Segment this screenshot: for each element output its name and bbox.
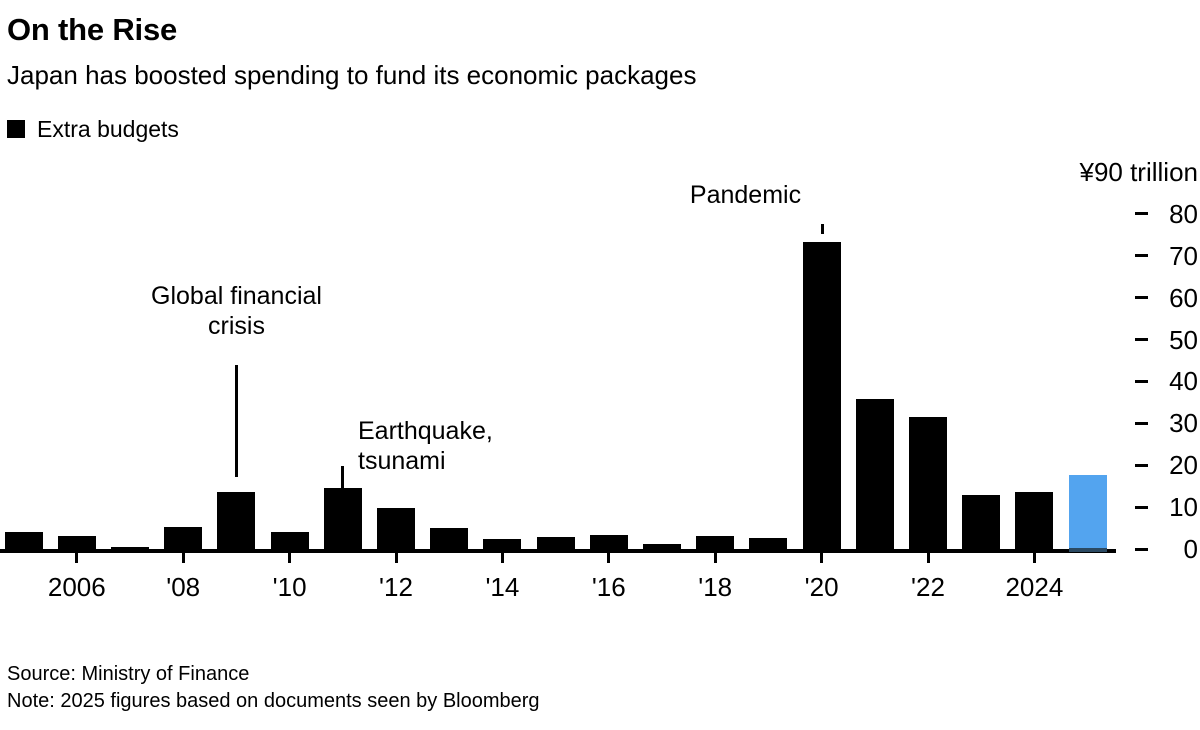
bar-2008 [164,526,203,553]
x-tick-label: 2006 [47,572,106,602]
y-tick-label: 60 [1169,282,1198,313]
x-tick-label: '16 [591,572,626,602]
bar-2021 [855,398,894,553]
y-tick-label: 40 [1169,366,1198,397]
x-tick-mark [607,552,611,563]
bar-2012 [377,507,415,553]
bar-2005 [4,531,43,553]
y-tick-mark [1135,338,1148,341]
bar-2006 [57,535,96,553]
x-tick-label: 2024 [1005,572,1064,602]
x-tick-label: '20 [804,572,839,602]
bar-2019 [749,537,788,553]
source-text: Source: Ministry of Finance [7,663,250,685]
bar-2025 [1068,474,1107,553]
x-tick-mark [394,552,398,563]
bar-2018 [696,535,735,553]
annotation-pointer-line-quake [341,466,344,488]
y-tick-label: 0 [1183,534,1198,564]
bar-2014 [483,538,522,553]
x-tick-label: '10 [272,572,307,602]
x-tick-label: '12 [379,572,413,602]
y-axis-unit-label: ¥90 trillion [1079,156,1198,187]
y-tick-label: 50 [1169,324,1198,355]
legend: Extra budgets [7,114,179,144]
legend-label: Extra budgets [37,116,179,142]
page-subtitle: Japan has boosted spending to fund its e… [7,60,697,90]
y-tick-mark [1135,296,1148,300]
bar-2020 [802,241,841,553]
note-text: Note: 2025 figures based on documents se… [7,690,540,712]
y-tick-label: 10 [1169,492,1198,523]
bar-2023 [962,494,1001,553]
y-tick-label: 70 [1169,240,1198,271]
x-tick-mark [926,552,930,563]
x-tick-mark [288,552,292,563]
page-title: On the Rise [7,12,178,47]
bar-2017 [643,543,681,553]
annotation-gfc: Global financial crisis [151,282,322,340]
y-tick-mark [1135,463,1148,467]
y-tick-mark [1135,547,1148,551]
x-tick-mark [820,552,824,563]
annotation-quake: Earthquake, tsunami [358,417,493,475]
bar-2024 [1015,491,1054,553]
legend-swatch-icon [7,120,25,138]
bar-2016 [589,535,628,553]
y-tick-mark [1135,379,1148,383]
x-tick-mark [181,552,185,563]
y-tick-mark [1135,212,1148,216]
annotation-pointer-line-pandemic [821,224,824,234]
y-tick-label: 30 [1169,408,1198,439]
bar-2009 [217,492,256,553]
bar-2022 [909,417,947,553]
bar-2007 [111,546,149,553]
y-tick-mark [1135,254,1148,258]
bar-2013 [430,528,469,553]
x-tick-mark [75,552,79,563]
x-tick-label: '18 [698,572,733,602]
y-tick-mark [1135,421,1148,425]
bar-2015 [536,536,575,553]
y-tick-label: 80 [1169,198,1198,229]
x-tick-mark [713,552,717,563]
annotation-pandemic: Pandemic [689,181,802,209]
x-tick-label: '22 [911,572,945,602]
x-tick-label: '14 [485,572,520,602]
bar-2010 [270,531,309,553]
y-tick-mark [1135,505,1148,509]
x-tick-label: '08 [166,572,201,602]
annotation-pointer-line-gfc [235,365,238,477]
x-tick-mark [500,552,504,563]
y-tick-label: 20 [1169,450,1198,481]
bar-2011 [323,487,362,553]
x-tick-mark [1032,552,1036,563]
